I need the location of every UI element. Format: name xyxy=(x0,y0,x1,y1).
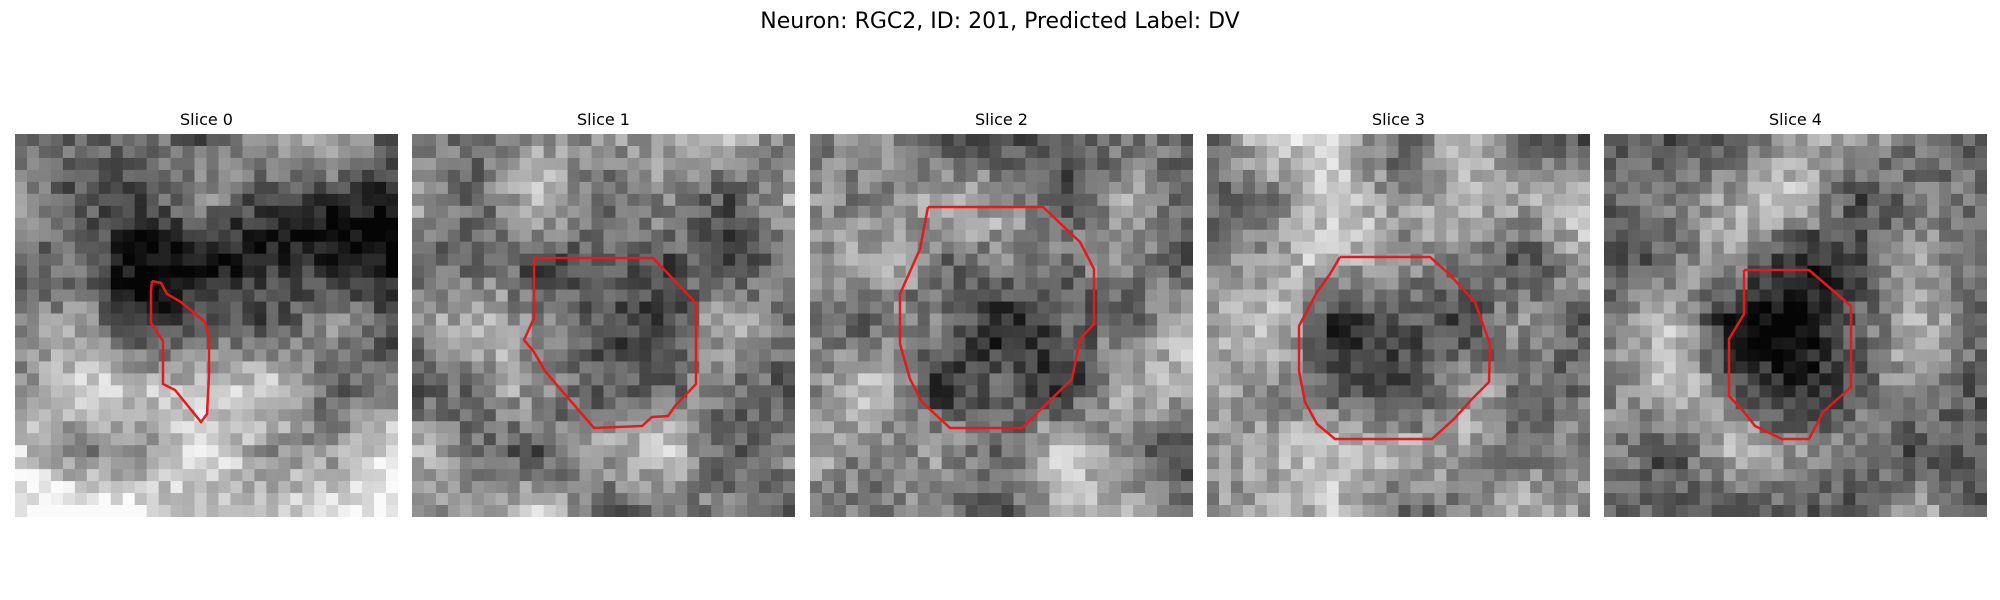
slice-panel-1: Slice 1 xyxy=(412,110,795,517)
slice-image-1 xyxy=(412,134,795,517)
slice-title-2: Slice 2 xyxy=(975,110,1028,129)
slice-title-3: Slice 3 xyxy=(1372,110,1425,129)
slice-panel-2: Slice 2 xyxy=(810,110,1193,517)
slice-panel-4: Slice 4 xyxy=(1604,110,1987,517)
cell-contour xyxy=(522,256,698,430)
slice-image-0 xyxy=(15,134,398,517)
cell-contour xyxy=(149,279,211,425)
slice-title-0: Slice 0 xyxy=(180,110,233,129)
cell-contour xyxy=(898,205,1096,430)
slice-title-4: Slice 4 xyxy=(1769,110,1822,129)
slice-panel-3: Slice 3 xyxy=(1207,110,1590,517)
slice-image-3 xyxy=(1207,134,1590,517)
slice-panel-0: Slice 0 xyxy=(15,110,398,517)
slice-image-4 xyxy=(1604,134,1987,517)
figure-title: Neuron: RGC2, ID: 201, Predicted Label: … xyxy=(760,9,1240,34)
slice-title-1: Slice 1 xyxy=(577,110,630,129)
cell-contour xyxy=(1297,255,1492,441)
cell-contour xyxy=(1727,268,1853,441)
slice-image-2 xyxy=(810,134,1193,517)
